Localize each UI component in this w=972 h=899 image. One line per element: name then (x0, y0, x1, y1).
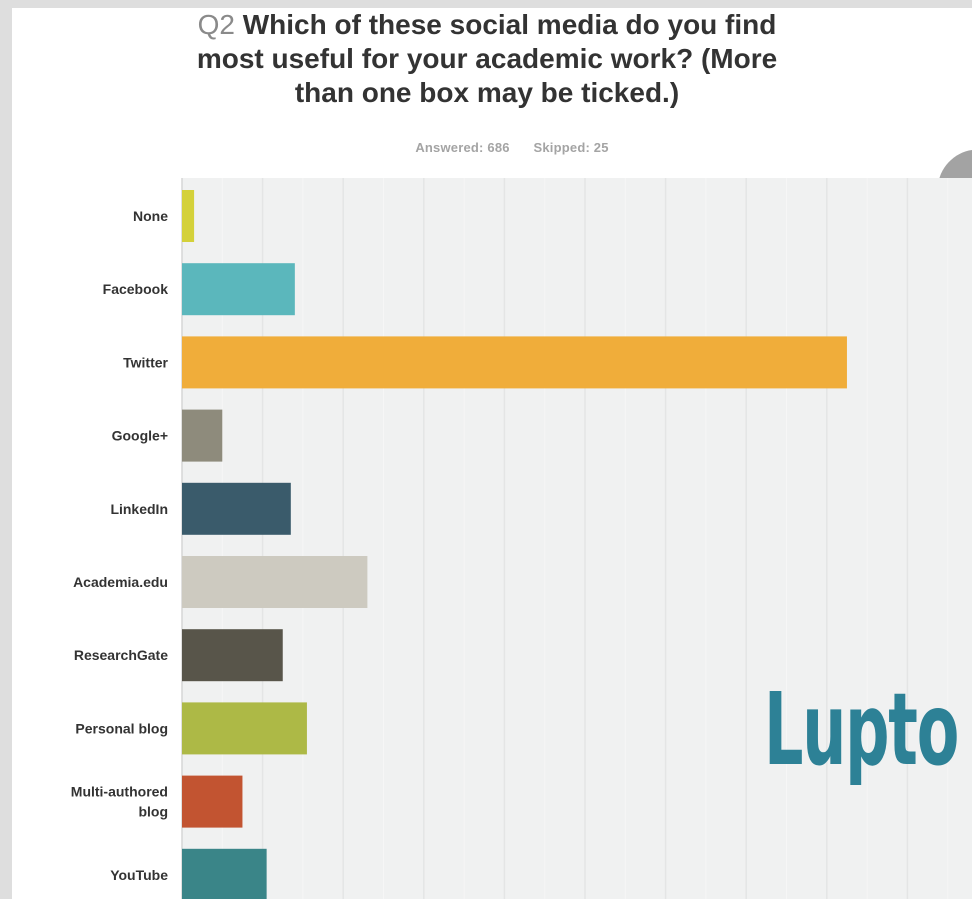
bar-multi-authored-blog (182, 775, 243, 828)
response-stats: Answered: 686 Skipped: 25 (312, 140, 712, 155)
bars (182, 190, 847, 899)
label-none: None (133, 208, 168, 224)
label-youtube: YouTube (110, 867, 168, 883)
title-line-3: than one box may be ticked.) (294, 77, 680, 108)
bar-facebook (182, 263, 295, 316)
label-academia-edu: Academia.edu (73, 574, 168, 590)
category-labels: None Facebook Twitter Google+ LinkedIn Academ… (71, 208, 169, 883)
answered-count: Answered: 686 (415, 140, 510, 155)
label-multi-authored-blog: Multi-authored blog (71, 784, 168, 820)
bar-personal-blog (182, 702, 307, 755)
chart-title: Q2 Which of these social media do you fi… (22, 8, 952, 110)
bar-google (182, 409, 223, 462)
label-google: Google+ (112, 428, 168, 444)
question-number: Q2 (197, 9, 235, 40)
skipped-count: Skipped: 25 (533, 140, 609, 155)
label-linkedin: LinkedIn (110, 501, 168, 517)
label-twitter: Twitter (123, 354, 168, 370)
bar-youtube (182, 848, 267, 899)
plot-background (182, 178, 972, 899)
label-facebook: Facebook (103, 281, 169, 297)
bar-researchgate (182, 629, 283, 682)
bar-linkedin (182, 482, 291, 535)
label-personal-blog: Personal blog (75, 720, 168, 736)
gridlines (181, 178, 949, 899)
bar-twitter (182, 336, 847, 389)
watermark-text: Lupto (764, 671, 959, 788)
title-line-2: most useful for your academic work? (Mor… (196, 43, 778, 74)
bar-academia-edu (182, 556, 368, 608)
label-researchgate: ResearchGate (74, 647, 168, 663)
title-line-1: Which of these social media do you find (242, 9, 777, 40)
bar-none (182, 190, 195, 242)
plot-area (182, 178, 972, 899)
